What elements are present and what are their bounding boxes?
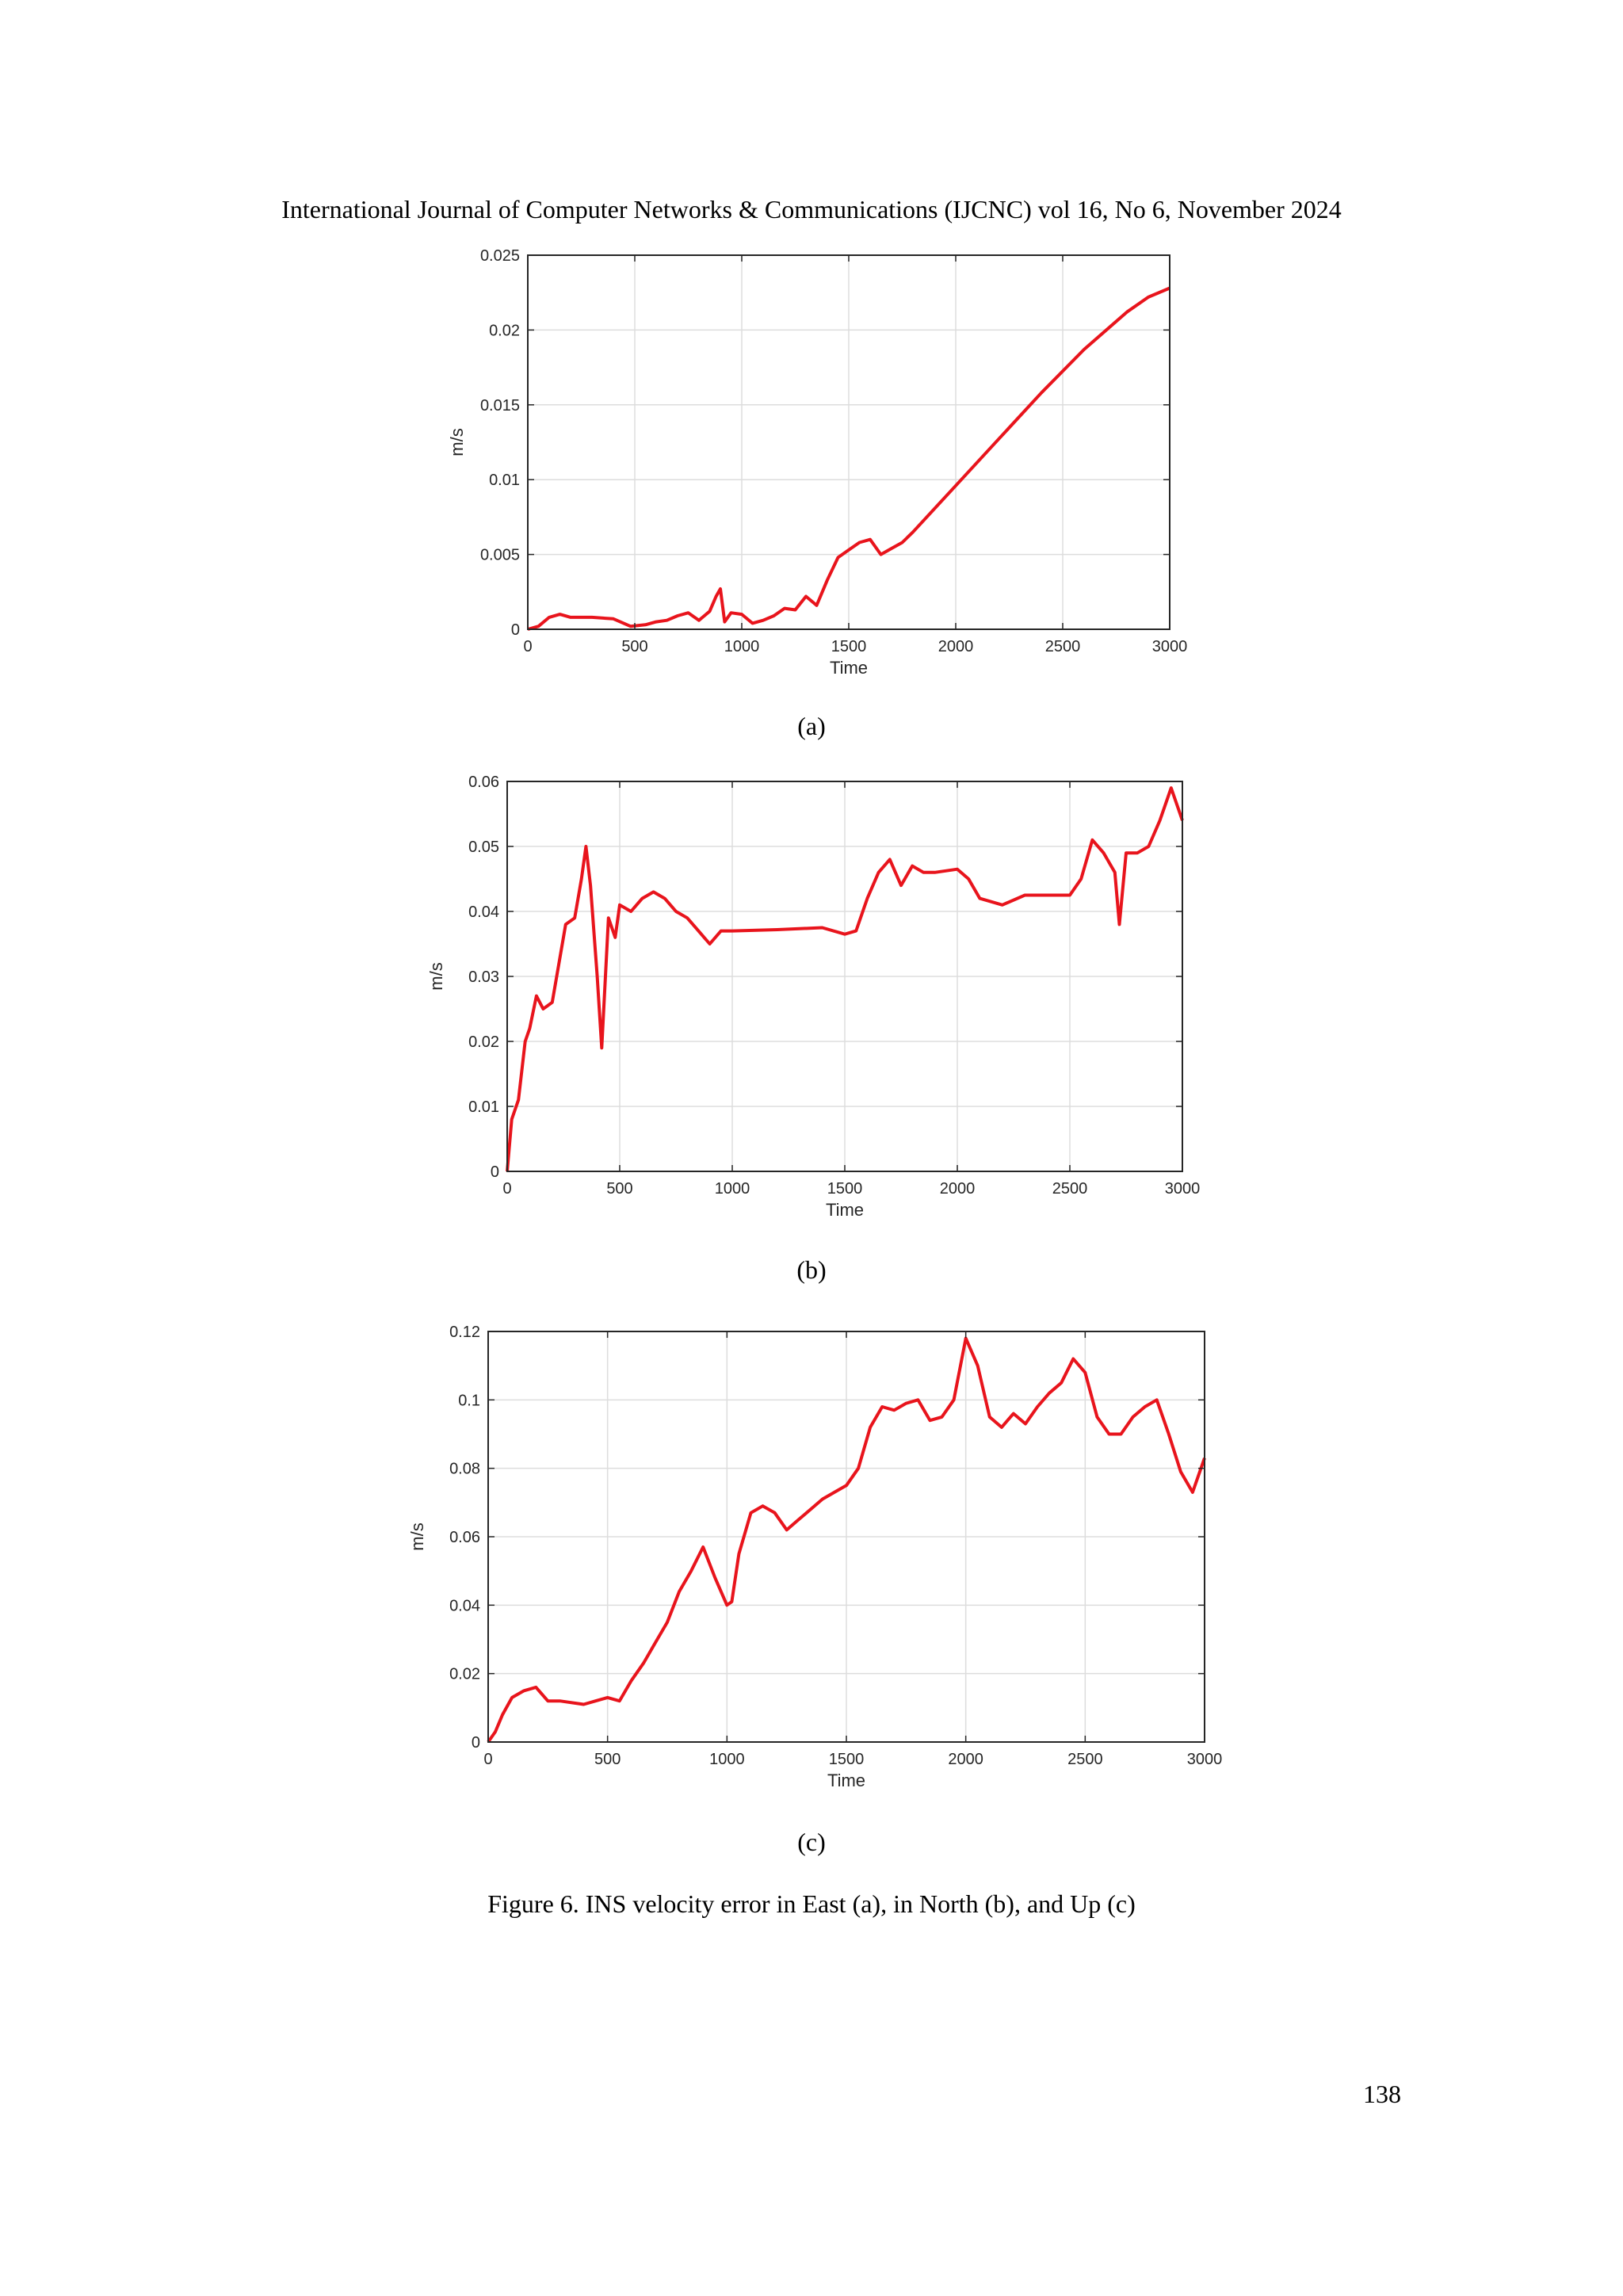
x-tick-label: 1500 [827,1180,863,1198]
y-tick-label: 0.08 [449,1461,480,1478]
x-tick-label: 3000 [1165,1180,1201,1198]
y-tick-label: 0.05 [468,839,499,856]
y-tick-label: 0.01 [489,472,520,489]
figure-caption: Figure 6. INS velocity error in East (a)… [487,1889,1136,1918]
x-tick-label: 2500 [1052,1180,1088,1198]
x-tick-label: 2000 [938,638,974,655]
x-axis-label: Time [827,1771,865,1790]
x-tick-label: 1500 [829,1751,865,1768]
chart-a: 0 500 1000 1500 2000 2500 3000 0 0.005 0.01 0.015 0… [447,247,1187,678]
chart-b: 0 500 1000 1500 2000 2500 3000 0 0.01 0.02 0.03 0.0… [426,774,1200,1220]
y-tick-label: 0.12 [449,1324,480,1341]
x-tick-label: 500 [594,1751,621,1768]
x-tick-label: 2000 [948,1751,983,1768]
y-tick-label: 0.015 [480,397,520,415]
y-tick-label: 0.02 [468,1033,499,1051]
series-line [527,286,1170,631]
chart-c: 0 500 1000 1500 2000 2500 3000 0 0.02 0.04 0.06 0.0… [407,1324,1222,1790]
x-tick-label: 3000 [1152,638,1188,655]
x-tick-label: 500 [606,1180,632,1198]
y-tick-label: 0.025 [480,247,520,265]
y-tick-label: 0.04 [468,904,499,921]
y-axis-label: m/s [447,428,467,456]
y-tick-label: 0 [511,621,520,639]
x-axis-label: Time [826,1200,864,1220]
x-tick-label: 3000 [1187,1751,1223,1768]
x-tick-label: 1500 [831,638,867,655]
x-tick-label: 1000 [724,638,760,655]
x-tick-label: 1000 [709,1751,745,1768]
x-tick-label: 2500 [1067,1751,1103,1768]
y-tick-label: 0.06 [468,774,499,791]
y-tick-label: 0.06 [449,1529,480,1546]
journal-header: International Journal of Computer Networ… [281,195,1342,223]
y-tick-label: 0.005 [480,547,520,564]
x-tick-label: 1000 [715,1180,750,1198]
subfigure-label-b: (b) [796,1255,827,1284]
page-number: 138 [1363,2080,1401,2108]
series-line [506,786,1184,1172]
y-axis-label: m/s [407,1522,427,1550]
y-tick-label: 0.01 [468,1098,499,1116]
subfigure-label-c: (c) [797,1828,826,1856]
series-line [487,1336,1206,1744]
y-tick-label: 0.04 [449,1597,480,1614]
y-tick-label: 0.1 [458,1392,480,1409]
y-axis-label: m/s [426,962,446,990]
subfigure-label-a: (a) [797,712,826,740]
y-tick-label: 0 [472,1734,480,1752]
x-tick-label: 2500 [1045,638,1081,655]
x-tick-label: 0 [523,638,532,655]
y-tick-label: 0.03 [468,968,499,986]
y-tick-label: 0.02 [489,322,520,339]
x-tick-label: 2000 [940,1180,976,1198]
x-tick-label: 0 [483,1751,492,1768]
y-tick-label: 0 [491,1163,499,1181]
x-tick-label: 0 [502,1180,511,1198]
y-tick-label: 0.02 [449,1666,480,1683]
x-axis-label: Time [830,658,868,678]
x-tick-label: 500 [621,638,647,655]
